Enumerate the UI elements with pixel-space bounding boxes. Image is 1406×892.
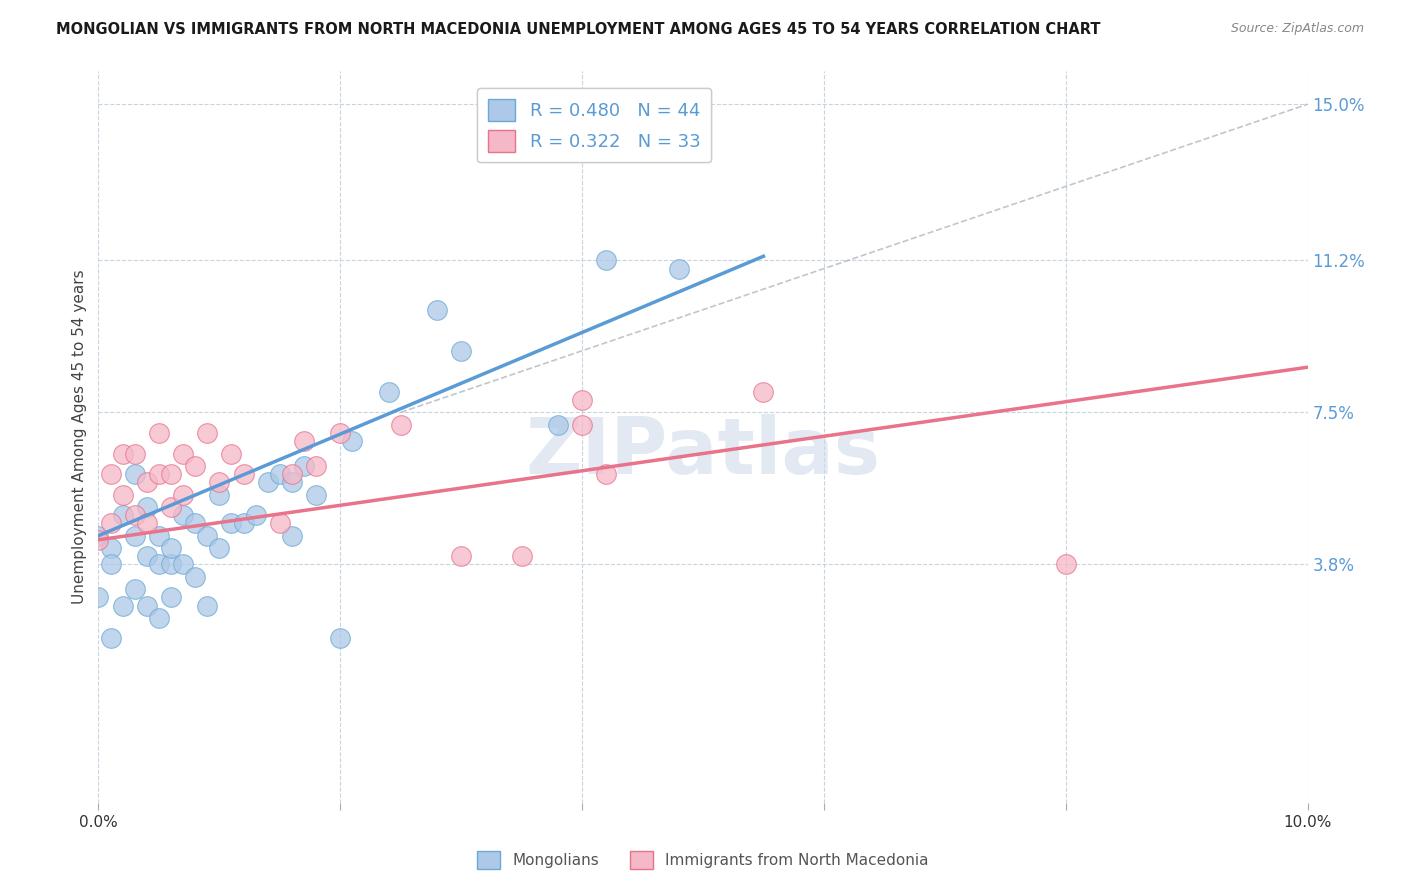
Point: [124, 529, 146, 543]
Point: [377, 384, 399, 399]
Point: [124, 582, 146, 596]
Point: [752, 384, 775, 399]
Point: [256, 475, 278, 490]
Point: [595, 467, 617, 481]
Point: [87, 529, 110, 543]
Point: [148, 467, 170, 481]
Text: Source: ZipAtlas.com: Source: ZipAtlas.com: [1230, 22, 1364, 36]
Point: [232, 516, 254, 531]
Point: [100, 516, 122, 531]
Point: [221, 516, 243, 531]
Point: [329, 632, 352, 646]
Point: [571, 417, 593, 432]
Y-axis label: Unemployment Among Ages 45 to 54 years: Unemployment Among Ages 45 to 54 years: [72, 269, 87, 605]
Point: [172, 508, 194, 523]
Point: [100, 467, 122, 481]
Point: [571, 393, 593, 408]
Point: [135, 516, 157, 531]
Text: MONGOLIAN VS IMMIGRANTS FROM NORTH MACEDONIA UNEMPLOYMENT AMONG AGES 45 TO 54 YE: MONGOLIAN VS IMMIGRANTS FROM NORTH MACED…: [56, 22, 1101, 37]
Point: [87, 591, 110, 605]
Point: [124, 508, 146, 523]
Point: [668, 261, 690, 276]
Point: [111, 487, 134, 501]
Point: [208, 541, 231, 555]
Point: [172, 446, 194, 460]
Legend: Mongolians, Immigrants from North Macedonia: Mongolians, Immigrants from North Macedo…: [471, 845, 935, 875]
Point: [281, 467, 304, 481]
Point: [292, 458, 315, 473]
Point: [160, 467, 183, 481]
Point: [450, 549, 472, 564]
Point: [111, 446, 134, 460]
Point: [148, 558, 170, 572]
Point: [329, 425, 352, 440]
Point: [184, 570, 207, 584]
Point: [547, 417, 569, 432]
Point: [595, 253, 617, 268]
Point: [450, 343, 472, 358]
Point: [195, 599, 218, 613]
Point: [148, 425, 170, 440]
Point: [510, 549, 533, 564]
Point: [160, 558, 183, 572]
Point: [148, 529, 170, 543]
Point: [1054, 558, 1077, 572]
Text: ZIPatlas: ZIPatlas: [526, 414, 880, 490]
Point: [135, 475, 157, 490]
Point: [305, 458, 328, 473]
Point: [172, 487, 194, 501]
Point: [148, 611, 170, 625]
Point: [281, 475, 304, 490]
Point: [111, 508, 134, 523]
Point: [160, 500, 183, 514]
Point: [269, 467, 291, 481]
Point: [305, 487, 328, 501]
Point: [135, 500, 157, 514]
Point: [100, 558, 122, 572]
Point: [160, 591, 183, 605]
Legend: R = 0.480   N = 44, R = 0.322   N = 33: R = 0.480 N = 44, R = 0.322 N = 33: [477, 87, 711, 162]
Point: [124, 467, 146, 481]
Point: [160, 541, 183, 555]
Point: [195, 529, 218, 543]
Point: [111, 599, 134, 613]
Point: [292, 434, 315, 449]
Point: [281, 529, 304, 543]
Point: [124, 446, 146, 460]
Point: [135, 599, 157, 613]
Point: [232, 467, 254, 481]
Point: [221, 446, 243, 460]
Point: [184, 516, 207, 531]
Point: [100, 541, 122, 555]
Point: [172, 558, 194, 572]
Point: [245, 508, 267, 523]
Point: [87, 533, 110, 547]
Point: [208, 487, 231, 501]
Point: [195, 425, 218, 440]
Point: [389, 417, 412, 432]
Point: [342, 434, 364, 449]
Point: [269, 516, 291, 531]
Point: [426, 302, 449, 317]
Point: [184, 458, 207, 473]
Point: [135, 549, 157, 564]
Point: [208, 475, 231, 490]
Point: [100, 632, 122, 646]
